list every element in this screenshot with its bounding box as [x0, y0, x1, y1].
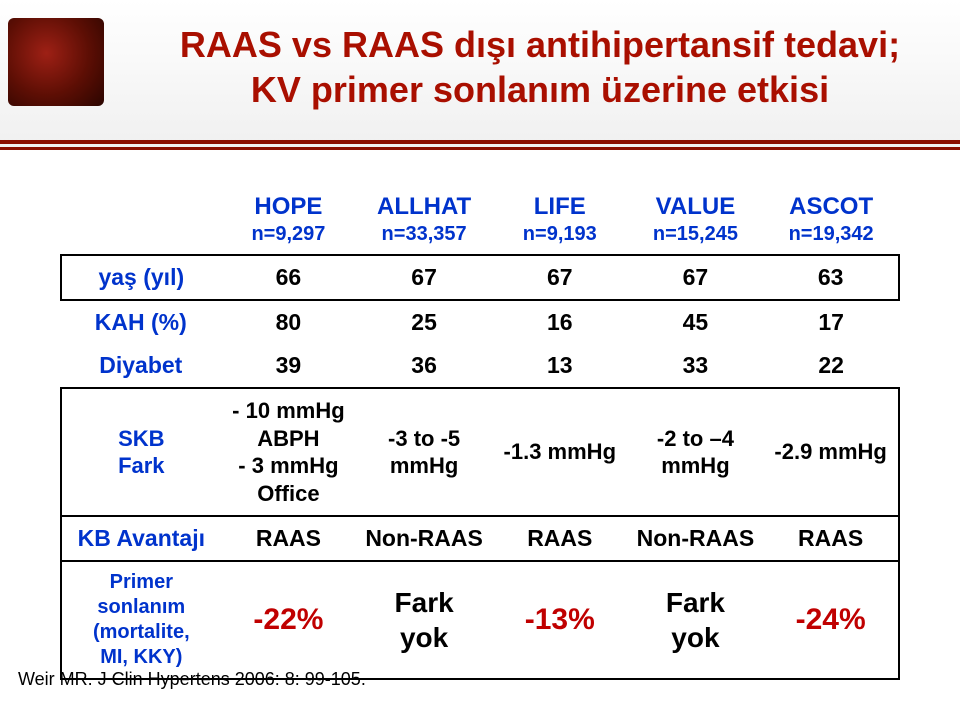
cell: -1.3 mmHg: [492, 388, 628, 516]
primer-row: Primer sonlanım (mortalite, MI, KKY) -22…: [61, 561, 899, 679]
cell: RAAS: [221, 516, 357, 561]
row-label-kbadv: KB Avantajı: [61, 516, 221, 561]
row-label-kah: KAH (%): [61, 300, 221, 344]
cell: 63: [763, 255, 899, 300]
comparison-table: HOPE n=9,297 ALLHAT n=33,357 LIFE n=9,193 V…: [60, 185, 900, 680]
title-line-2: KV primer sonlanım üzerine etkisi: [150, 67, 930, 112]
trial-name: ASCOT: [789, 193, 873, 220]
heart-image: [8, 18, 104, 106]
trial-name: LIFE: [534, 193, 586, 220]
cell: RAAS: [763, 516, 899, 561]
trial-header-row: HOPE n=9,297 ALLHAT n=33,357 LIFE n=9,193 V…: [61, 185, 899, 255]
cell: 80: [221, 300, 357, 344]
cell: RAAS: [492, 516, 628, 561]
trial-name: VALUE: [656, 193, 736, 220]
citation: Weir MR. J Clin Hypertens 2006: 8: 99-10…: [18, 669, 366, 690]
cell: Fark yok: [628, 561, 764, 679]
cell: Fark yok: [356, 561, 492, 679]
title-line-1: RAAS vs RAAS dışı antihipertansif tedavi…: [150, 22, 930, 67]
cell: -22%: [221, 561, 357, 679]
kah-row: KAH (%) 80 25 16 45 17: [61, 300, 899, 344]
cell: 17: [763, 300, 899, 344]
cell: 67: [628, 255, 764, 300]
cell: 36: [356, 344, 492, 388]
cell: -24%: [763, 561, 899, 679]
cell: Non-RAAS: [356, 516, 492, 561]
kb-avantaji-row: KB Avantajı RAAS Non-RAAS RAAS Non-RAAS …: [61, 516, 899, 561]
cell: -13%: [492, 561, 628, 679]
cell: 13: [492, 344, 628, 388]
cell: 16: [492, 300, 628, 344]
trial-n: n=19,342: [767, 223, 895, 246]
row-label-skb: SKB Fark: [61, 388, 221, 516]
trial-name: HOPE: [254, 193, 322, 220]
cell: 22: [763, 344, 899, 388]
skb-row: SKB Fark - 10 mmHg ABPH - 3 mmHg Office …: [61, 388, 899, 516]
age-row: yaş (yıl) 66 67 67 67 63: [61, 255, 899, 300]
trial-n: n=33,357: [360, 223, 488, 246]
diyabet-row: Diyabet 39 36 13 33 22: [61, 344, 899, 388]
cell: 33: [628, 344, 764, 388]
cell: 39: [221, 344, 357, 388]
cell: - 10 mmHg ABPH - 3 mmHg Office: [221, 388, 357, 516]
cell: -2 to –4 mmHg: [628, 388, 764, 516]
slide-title: RAAS vs RAAS dışı antihipertansif tedavi…: [150, 22, 930, 112]
trial-n: n=9,297: [225, 223, 353, 246]
trial-n: n=15,245: [632, 223, 760, 246]
row-label-age: yaş (yıl): [61, 255, 221, 300]
cell: 66: [221, 255, 357, 300]
cell: 67: [356, 255, 492, 300]
cell: -3 to -5 mmHg: [356, 388, 492, 516]
header-rule: [0, 140, 960, 144]
header-band: RAAS vs RAAS dışı antihipertansif tedavi…: [0, 0, 960, 150]
cell: 25: [356, 300, 492, 344]
trial-n: n=9,193: [496, 223, 624, 246]
cell: 67: [492, 255, 628, 300]
cell: 45: [628, 300, 764, 344]
row-label-diyabet: Diyabet: [61, 344, 221, 388]
cell: Non-RAAS: [628, 516, 764, 561]
trial-name: ALLHAT: [377, 193, 471, 220]
cell: -2.9 mmHg: [763, 388, 899, 516]
row-label-primer: Primer sonlanım (mortalite, MI, KKY): [61, 561, 221, 679]
